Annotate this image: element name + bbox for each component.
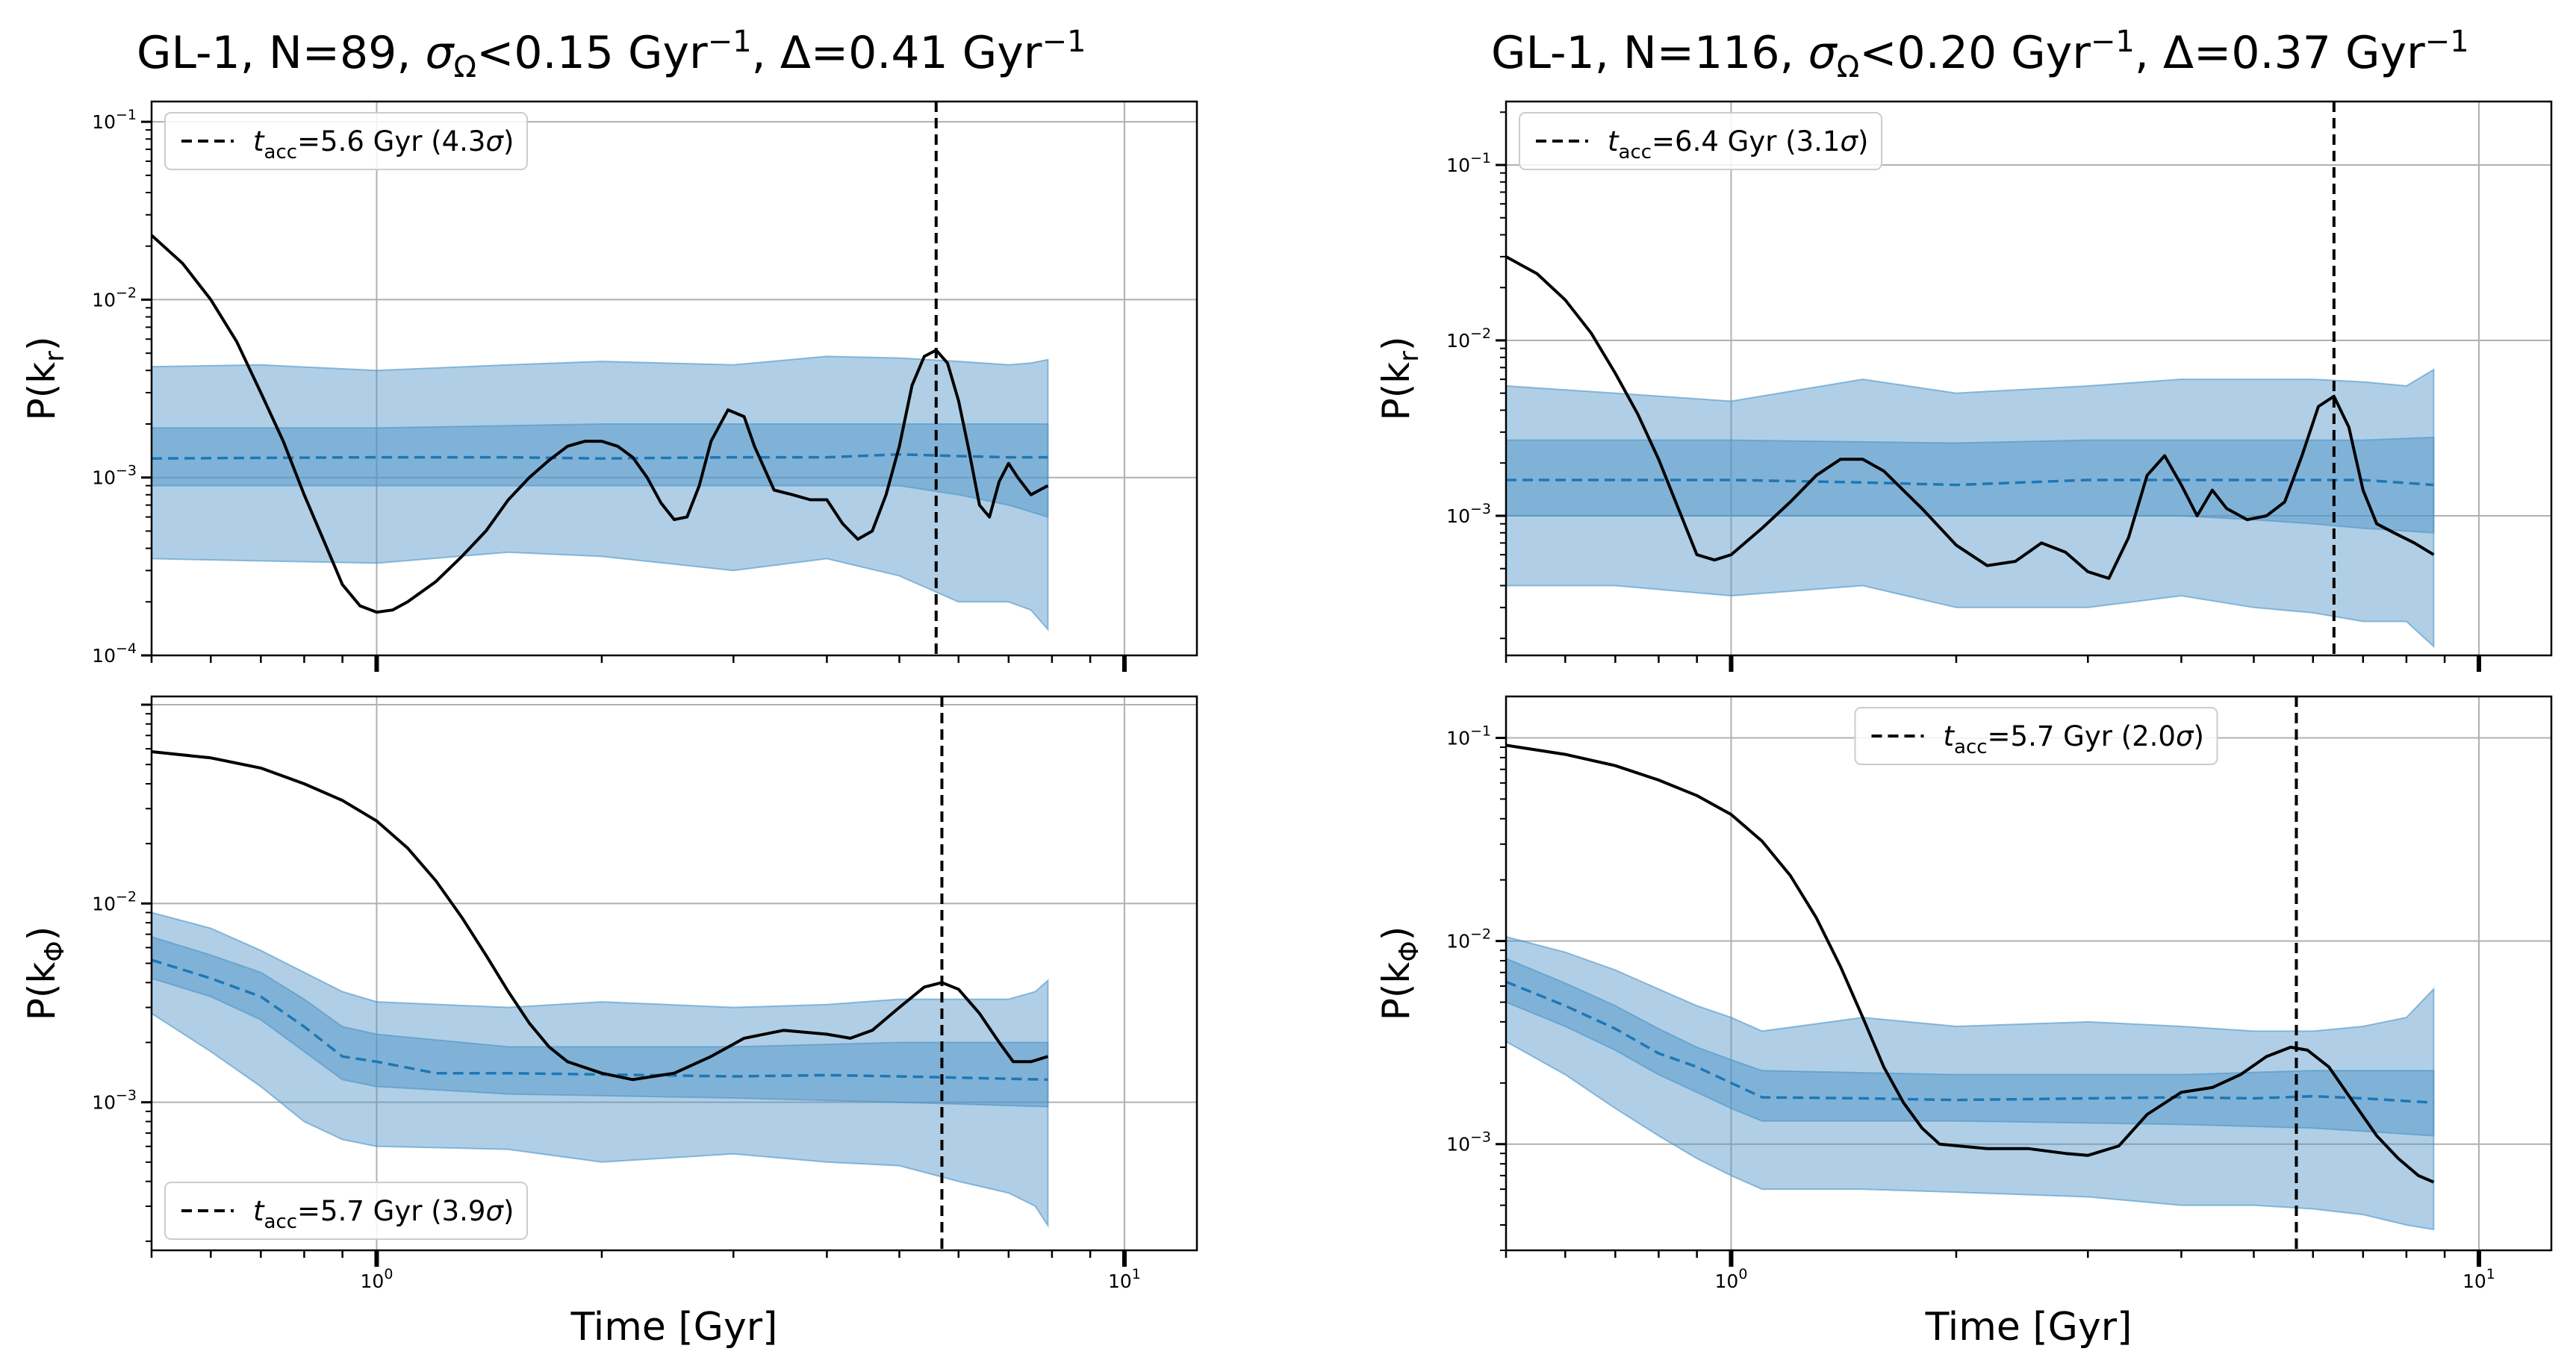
legend-box bbox=[164, 1182, 528, 1240]
legend: tacc=6.4 Gyr (3.1σ) bbox=[1519, 112, 1882, 170]
axes-frame bbox=[1505, 100, 2553, 657]
x-axis-label: Time [Gyr] bbox=[570, 1305, 778, 1350]
x-tick-label: 100 bbox=[1715, 1266, 1748, 1292]
chart-title: GL-1, N=89, σΩ<0.15 Gyr−1, Δ=0.41 Gyr−1 bbox=[137, 25, 1086, 84]
y-tick-label: 10−3 bbox=[92, 1088, 137, 1114]
legend: tacc=5.7 Gyr (2.0σ) bbox=[1854, 707, 2218, 765]
y-axis-label: P(kΦ) bbox=[20, 926, 70, 1020]
x-axis-label: Time [Gyr] bbox=[1925, 1305, 2132, 1350]
legend-label: tacc=6.4 Gyr (3.1σ) bbox=[1608, 125, 1868, 163]
panel-right-top: 10−3 10−2 10−1 P(kr) GL-1, N=116, σΩ<0.20 Gy… bbox=[1375, 25, 2553, 672]
y-tick-label: 10−3 bbox=[1446, 501, 1491, 527]
legend: tacc=5.6 Gyr (4.3σ) bbox=[164, 112, 528, 170]
legend-label: tacc=5.7 Gyr (2.0σ) bbox=[1944, 720, 2204, 758]
plot-area bbox=[1506, 696, 2435, 1250]
y-tick-label: 10−1 bbox=[1446, 150, 1491, 176]
median-line bbox=[1506, 980, 2434, 1104]
axes-frame bbox=[150, 100, 1198, 657]
median-line bbox=[1506, 478, 2434, 487]
panel-right-bottom: 10−3 10−2 10−1 100 101 P(kΦ) Time [Gyr] tacc=5.… bbox=[1375, 695, 2553, 1350]
y-tick-label: 10−2 bbox=[1446, 926, 1491, 952]
legend-box bbox=[1519, 112, 1882, 170]
legend-label: tacc=5.6 Gyr (4.3σ) bbox=[253, 125, 514, 163]
y-tick-label: 10−3 bbox=[92, 463, 137, 489]
panel-left-top: 10−4 10−3 10−2 10−1 P(kr) GL-1, N=89, σΩ<0.15… bbox=[20, 25, 1198, 672]
median-line bbox=[152, 452, 1048, 460]
y-axis-label: P(kΦ) bbox=[1375, 926, 1425, 1020]
observed-curve bbox=[1506, 743, 2435, 1184]
y-axis-label: P(kr) bbox=[1375, 337, 1425, 421]
y-tick-label: 10−3 bbox=[1446, 1129, 1491, 1156]
axes-frame bbox=[1505, 695, 2553, 1252]
y-axis-label: P(kr) bbox=[20, 337, 70, 421]
band-inner-68 bbox=[152, 935, 1049, 1108]
y-tick-label: 10−2 bbox=[92, 284, 137, 311]
band-inner-68 bbox=[1506, 958, 2435, 1137]
plot-area bbox=[152, 102, 1049, 655]
chart-title: GL-1, N=116, σΩ<0.20 Gyr−1, Δ=0.37 Gyr−1 bbox=[1491, 25, 2469, 84]
y-tick-label: 10−1 bbox=[92, 107, 137, 133]
observed-curve bbox=[152, 234, 1049, 614]
x-tick-label: 100 bbox=[361, 1266, 393, 1292]
y-tick-label: 10−4 bbox=[92, 640, 137, 667]
x-tick-label: 101 bbox=[2463, 1266, 2495, 1292]
y-tick-label: 10−2 bbox=[92, 888, 137, 914]
legend: tacc=5.7 Gyr (3.9σ) bbox=[164, 1182, 528, 1240]
median-line bbox=[152, 958, 1048, 1082]
plot-area bbox=[1506, 102, 2435, 655]
y-tick-label: 10−1 bbox=[1446, 723, 1491, 749]
observed-curve bbox=[1506, 255, 2435, 580]
y-tick-label: 10−2 bbox=[1446, 325, 1491, 352]
legend-box bbox=[164, 112, 528, 170]
band-inner-68 bbox=[152, 423, 1049, 518]
panel-left-bottom: 10−3 10−2 100 101 P(kΦ) Time [Gyr] tacc=5.7 Gy… bbox=[20, 695, 1198, 1350]
x-tick-label: 101 bbox=[1108, 1266, 1141, 1292]
observed-curve bbox=[152, 750, 1048, 1082]
plot-area bbox=[152, 696, 1049, 1250]
legend-label: tacc=5.7 Gyr (3.9σ) bbox=[253, 1195, 514, 1233]
axes-frame bbox=[150, 695, 1198, 1252]
legend-box bbox=[1854, 707, 2218, 765]
